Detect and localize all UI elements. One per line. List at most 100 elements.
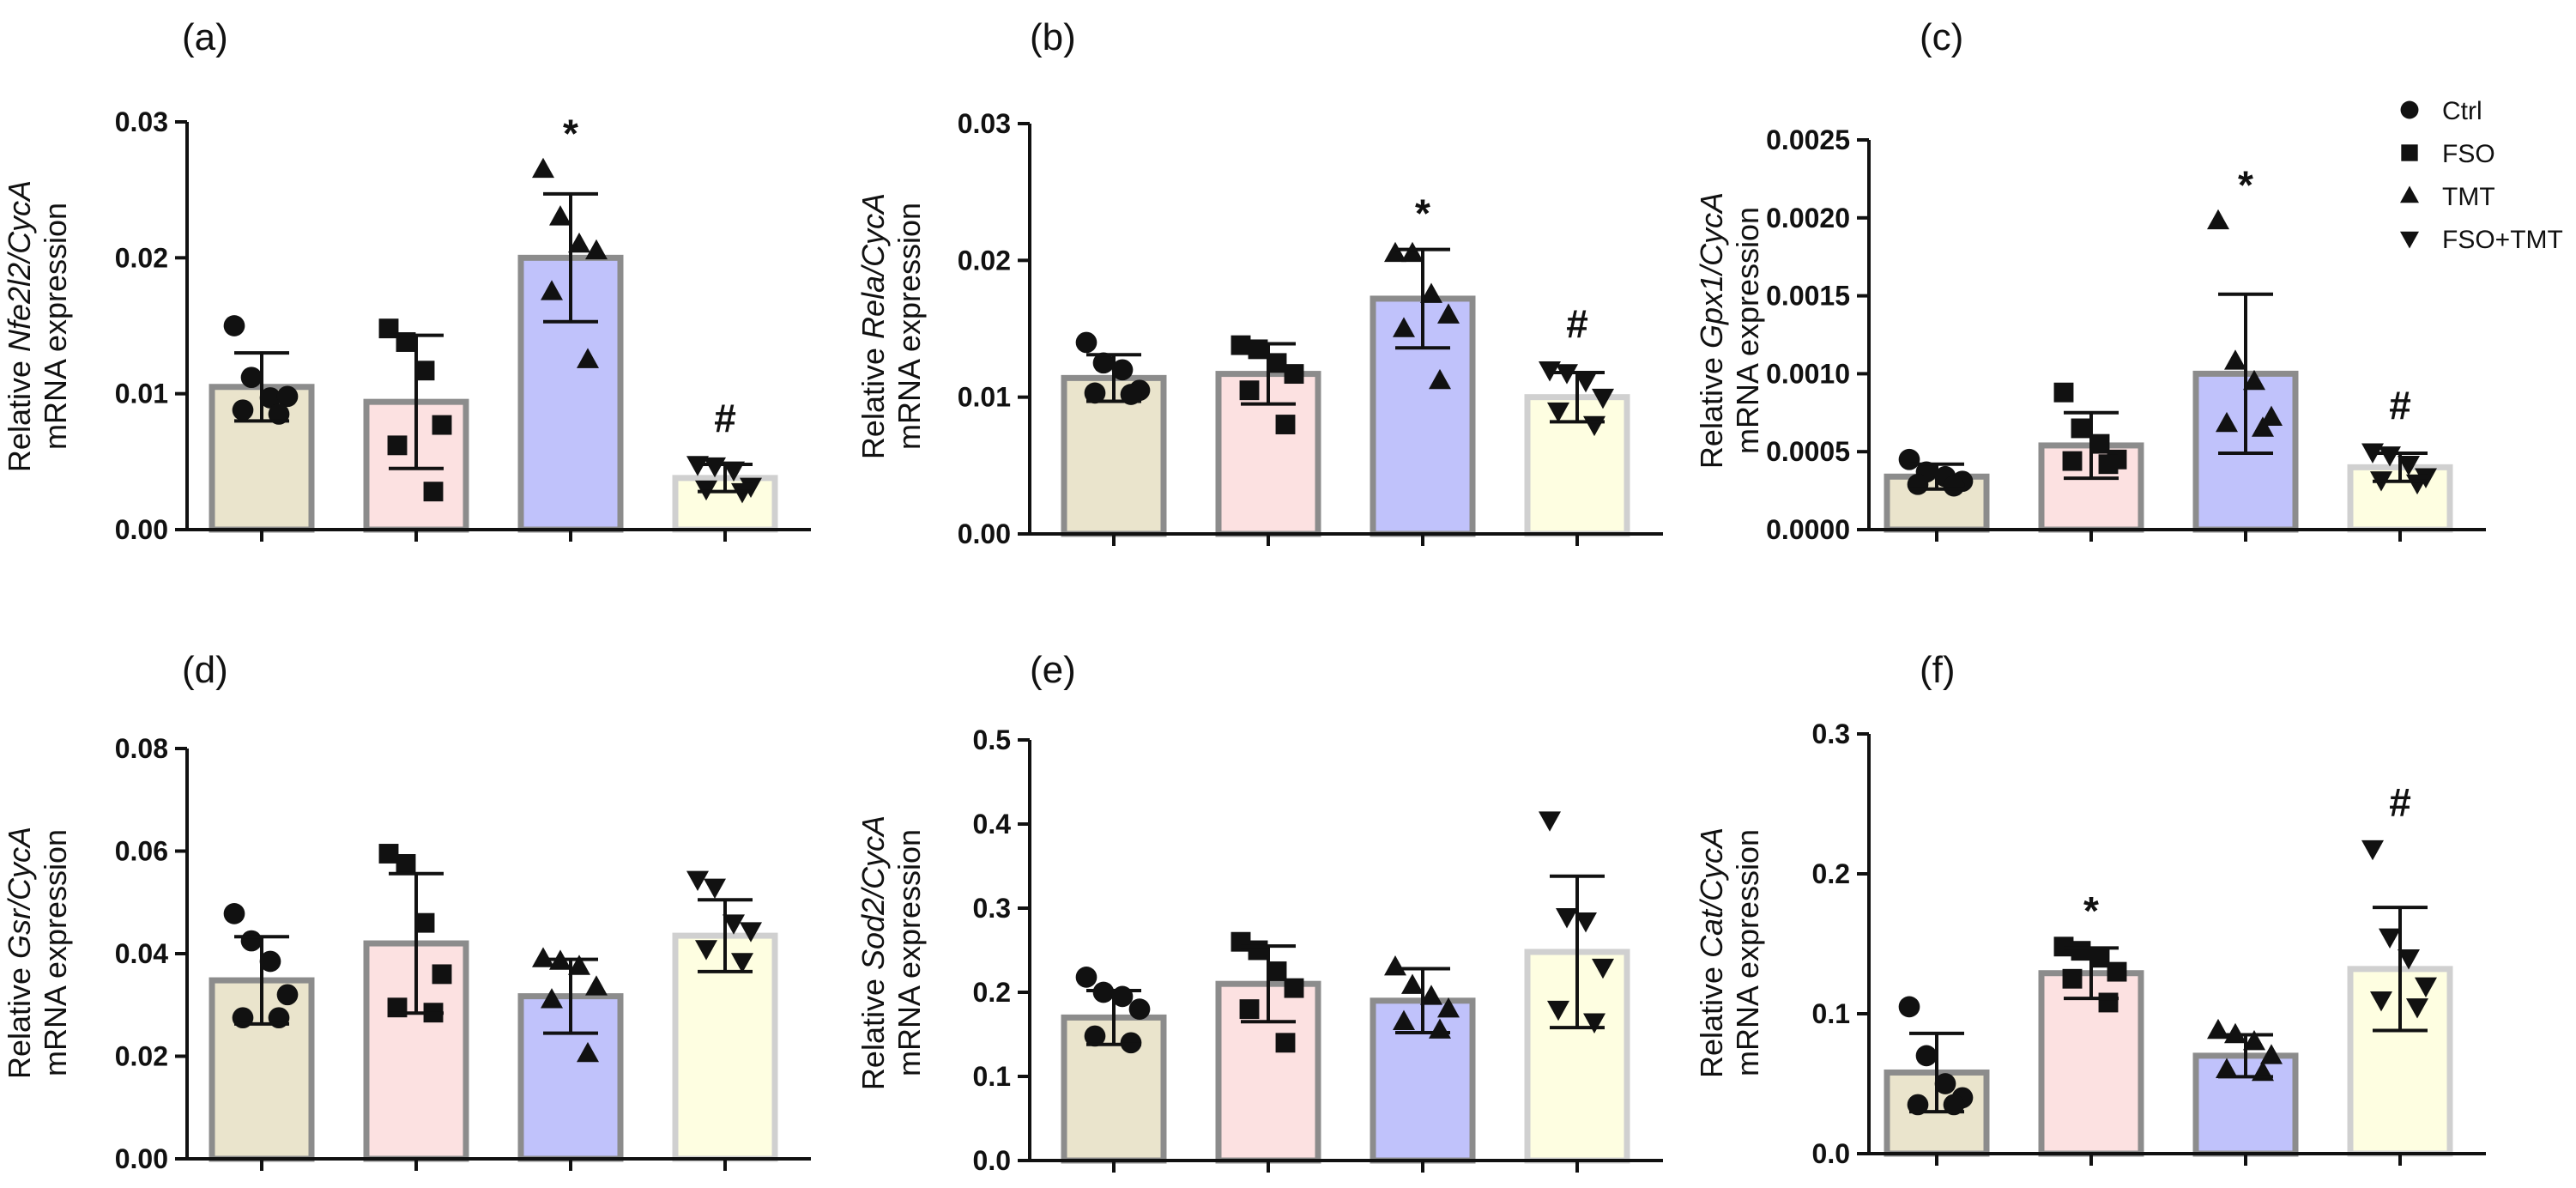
- data-point: [1239, 999, 1260, 1020]
- y-axis-title: Relative Rela/CycAmRNA expression: [856, 193, 927, 459]
- y-axis-title-gene: Gpx1/CycA: [1694, 192, 1729, 349]
- data-point: [1084, 1025, 1106, 1047]
- chart-panel-b: (b) Relative Rela/CycAmRNA expression 0.00…: [856, 16, 1663, 549]
- y-tick-label: 0.02: [958, 245, 1011, 276]
- data-point: [1231, 931, 1251, 952]
- data-point: [1384, 955, 1406, 976]
- data-point: [1583, 1013, 1605, 1033]
- data-point: [1943, 475, 1965, 497]
- legend-label: Ctrl: [2442, 97, 2482, 125]
- chart-panel-a: (a) Relative Nfe2l2/CycAmRNA expression 0.…: [2, 16, 811, 545]
- data-point: [1429, 368, 1451, 390]
- data-point: [414, 912, 435, 933]
- data-point: [568, 955, 590, 975]
- y-axis-title-prefix: Relative: [1694, 958, 1729, 1078]
- data-point: [1092, 352, 1115, 374]
- legend-label: FSO: [2442, 140, 2495, 168]
- data-point: [2071, 941, 2091, 961]
- y-tick-label: 0.3: [1812, 718, 1850, 749]
- chart-panel-c: (c)Relative Gpx1/CycAmRNA expression0.00…: [1694, 16, 2486, 545]
- data-point: [1547, 1000, 1569, 1021]
- data-point: [695, 940, 717, 961]
- data-point: [223, 315, 245, 336]
- data-point: [2252, 416, 2274, 437]
- data-point: [276, 385, 299, 408]
- data-point: [2053, 382, 2074, 403]
- data-point: [1239, 380, 1260, 401]
- y-tick-label: 0.0000: [1766, 514, 1850, 545]
- legend-label: FSO+TMT: [2442, 226, 2563, 254]
- y-axis-title-gene: Sod2/CycA: [856, 815, 891, 970]
- data-point: [1393, 317, 1415, 337]
- data-point: [2379, 446, 2401, 467]
- data-point: [240, 367, 263, 389]
- data-point: [1556, 908, 1578, 929]
- panel-label: (b): [1030, 16, 1076, 58]
- data-point: [1401, 241, 1424, 263]
- y-axis-title: Relative Cat/CycAmRNA expression: [1694, 827, 1765, 1078]
- legend-item: FSO: [2401, 140, 2495, 168]
- legend-item: TMT: [2400, 183, 2495, 211]
- data-point: [1384, 241, 1406, 263]
- y-axis-title-line2: mRNA expression: [892, 203, 927, 450]
- y-axis-title: Relative Gsr/CycAmRNA expression: [2, 827, 73, 1079]
- y-axis-title-gene: Rela/CycA: [856, 193, 891, 339]
- y-tick-label: 0.02: [115, 1041, 168, 1072]
- data-point: [2224, 349, 2246, 370]
- bar-fso-tmt: [672, 475, 778, 533]
- data-point: [1547, 402, 1569, 423]
- data-point: [1915, 1045, 1938, 1067]
- data-point: [232, 399, 254, 421]
- data-point: [585, 239, 608, 260]
- y-tick-label: 0.00: [958, 518, 1011, 549]
- data-point: [1275, 415, 1296, 434]
- panel-label: (f): [1920, 649, 1956, 691]
- y-tick-label: 0.3: [973, 893, 1011, 924]
- data-point: [387, 435, 408, 456]
- data-point: [731, 953, 753, 973]
- data-point: [2098, 992, 2119, 1013]
- bar-fso: [2038, 970, 2144, 1157]
- y-tick-label: 0.01: [958, 382, 1011, 413]
- chart-panel-d: (d) Relative Gsr/CycAmRNA expression 0.00 0…: [2, 649, 811, 1174]
- significance-marker: *: [2238, 162, 2253, 207]
- data-point: [2260, 1044, 2283, 1064]
- y-axis-title-prefix: Relative: [2, 959, 37, 1079]
- y-axis-title-prefix: Relative: [2, 352, 37, 472]
- y-tick-label: 0.0015: [1766, 281, 1850, 312]
- data-point: [2216, 411, 2238, 433]
- data-point: [577, 1041, 599, 1063]
- data-point: [1284, 978, 1304, 998]
- significance-marker: #: [2389, 780, 2411, 825]
- data-point: [432, 964, 452, 985]
- panel-label: (c): [1920, 16, 1963, 58]
- data-point: [1084, 382, 1106, 404]
- data-point: [2406, 474, 2428, 495]
- data-point: [541, 280, 563, 300]
- data-point: [1420, 985, 1442, 1005]
- y-axis-title-line2: mRNA expression: [38, 203, 73, 450]
- y-tick-label: 0.02: [115, 242, 168, 273]
- y-axis-title-line2: mRNA expression: [38, 829, 73, 1076]
- y-tick-label: 0.03: [115, 106, 168, 137]
- y-tick-label: 0.08: [115, 733, 168, 764]
- data-point: [1275, 1033, 1296, 1053]
- data-point: [686, 870, 709, 892]
- data-point: [2207, 209, 2229, 230]
- data-point: [2243, 369, 2265, 391]
- y-axis-title-gene: Nfe2l2/CycA: [2, 180, 37, 352]
- data-point: [240, 930, 263, 952]
- data-point: [259, 950, 281, 973]
- data-point: [1420, 282, 1442, 303]
- y-tick-label: 0.01: [115, 379, 168, 409]
- y-axis-title-line2: mRNA expression: [892, 829, 927, 1076]
- y-tick-label: 0.2: [1812, 858, 1850, 889]
- y-tick-label: 0.0020: [1766, 203, 1850, 233]
- data-point: [2415, 977, 2437, 998]
- data-point: [723, 914, 745, 935]
- y-axis-title: Relative Nfe2l2/CycAmRNA expression: [2, 180, 73, 472]
- data-point: [704, 878, 726, 899]
- data-point: [1898, 996, 1920, 1018]
- chart-panel-e: (e) Relative Sod2/CycAmRNA expression 0.0 0…: [856, 649, 1663, 1176]
